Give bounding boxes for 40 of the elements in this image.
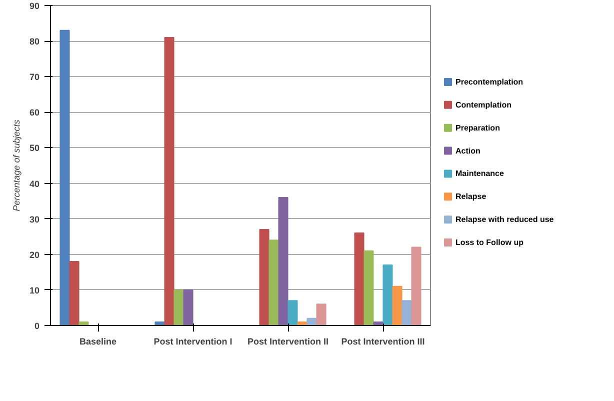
y-tick-label: 70 (29, 72, 40, 82)
bar (382, 264, 393, 326)
legend-label: Action (456, 146, 480, 156)
x-tick-label: Post Intervention I (154, 336, 232, 346)
legend-label: Loss to Follow up (456, 238, 524, 248)
y-tick-label: 10 (29, 285, 40, 296)
bar (392, 286, 402, 326)
bar (164, 37, 174, 326)
bar (183, 289, 194, 326)
bar (60, 30, 70, 326)
legend-label: Maintenance (456, 169, 505, 178)
bar (288, 300, 298, 326)
y-tick-label: 50 (29, 143, 40, 154)
bar (268, 240, 279, 326)
bar (174, 289, 184, 326)
y-tick-label: 90 (29, 1, 40, 11)
legend-label: Relapse with reduced use (456, 215, 554, 224)
bar (69, 261, 80, 326)
y-tick-label: 80 (29, 36, 40, 47)
legend-label: Preparation (456, 123, 500, 132)
legend-label: Contemplation (456, 100, 512, 110)
bar (316, 304, 326, 326)
bar (402, 300, 412, 326)
x-tick-label: Post Intervention III (341, 336, 425, 346)
bar (364, 250, 374, 326)
legend-label: Relapse (456, 192, 487, 202)
bar (278, 197, 288, 326)
x-tick-label: Post Intervention II (247, 336, 329, 346)
bar (78, 321, 89, 326)
y-tick-label: 40 (29, 178, 40, 189)
y-tick-label: 30 (29, 214, 40, 224)
bar (259, 229, 270, 326)
y-tick-label: 60 (29, 108, 40, 118)
y-tick-label: 0 (34, 321, 40, 331)
y-axis-title: Percentage of subjects (11, 119, 22, 212)
y-tick-label: 20 (29, 250, 40, 260)
bar (354, 232, 364, 326)
x-tick-label: Baseline (79, 336, 117, 346)
legend-label: Precontemplation (456, 77, 524, 86)
bar (411, 246, 422, 326)
